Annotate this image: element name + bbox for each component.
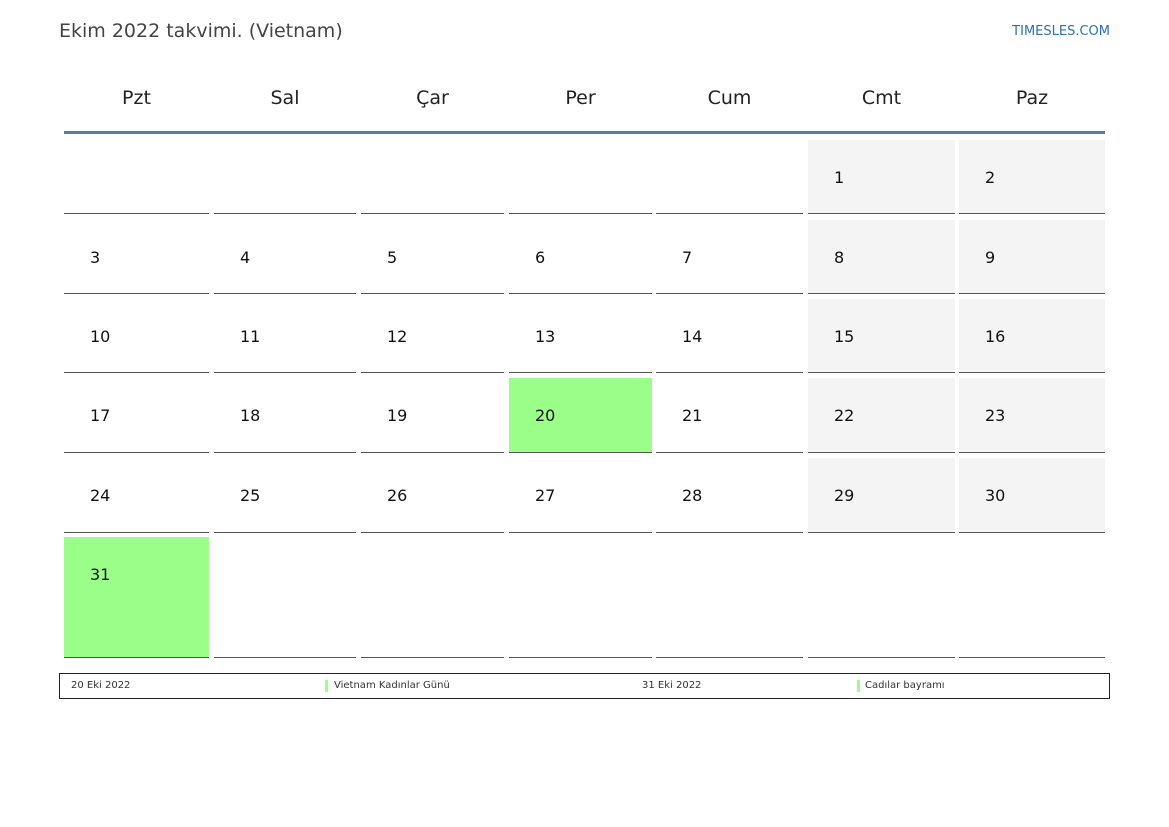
day-cell-23: 23: [959, 378, 1105, 453]
legend-name-2: Cadılar bayramı: [865, 680, 945, 691]
day-cell-19: 19: [361, 378, 504, 453]
day-cell-30: 30: [959, 458, 1105, 533]
header-divider: [64, 131, 1105, 134]
day-cell-5: 5: [361, 220, 504, 294]
day-cell-31: 31: [64, 537, 209, 658]
day-number: 21: [682, 406, 703, 425]
day-cell-15: 15: [808, 299, 955, 373]
day-number: 12: [387, 327, 408, 346]
day-number: 31: [90, 565, 111, 584]
day-cell-9: 9: [959, 220, 1105, 294]
day-number: 4: [240, 248, 251, 267]
day-cell-14: 14: [656, 299, 803, 373]
day-cell-7: 7: [656, 220, 803, 294]
day-cell-20: 20: [509, 378, 652, 453]
day-cell-8: 8: [808, 220, 955, 294]
day-cell-27: 27: [509, 458, 652, 533]
day-cell-28: 28: [656, 458, 803, 533]
day-number: 23: [985, 406, 1006, 425]
legend-name-1: Vietnam Kadınlar Günü: [334, 680, 450, 691]
empty-day-cell: [808, 537, 955, 658]
empty-day-cell: [656, 140, 803, 214]
day-cell-24: 24: [64, 458, 209, 533]
day-number: 2: [985, 168, 996, 187]
day-cell-22: 22: [808, 378, 955, 453]
weekday-tue: Sal: [270, 87, 300, 109]
day-number: 15: [834, 327, 855, 346]
legend-color-marker-2: [857, 680, 860, 692]
day-cell-26: 26: [361, 458, 504, 533]
day-number: 1: [834, 168, 845, 187]
day-number: 11: [240, 327, 261, 346]
day-number: 24: [90, 486, 111, 505]
day-cell-4: 4: [214, 220, 356, 294]
day-number: 16: [985, 327, 1006, 346]
empty-day-cell: [214, 140, 356, 214]
day-cell-2: 2: [959, 140, 1105, 214]
day-number: 6: [535, 248, 546, 267]
empty-day-cell: [64, 140, 209, 214]
empty-day-cell: [959, 537, 1105, 658]
day-cell-13: 13: [509, 299, 652, 373]
holiday-legend: 20 Eki 2022 Vietnam Kadınlar Günü 31 Eki…: [59, 673, 1110, 699]
day-number: 29: [834, 486, 855, 505]
day-cell-12: 12: [361, 299, 504, 373]
weekday-wed: Çar: [416, 87, 449, 109]
day-number: 13: [535, 327, 556, 346]
weekday-sun: Paz: [1015, 87, 1049, 109]
empty-day-cell: [361, 537, 504, 658]
day-number: 26: [387, 486, 408, 505]
day-cell-10: 10: [64, 299, 209, 373]
day-cell-21: 21: [656, 378, 803, 453]
day-cell-11: 11: [214, 299, 356, 373]
weekday-fri: Cum: [707, 87, 752, 109]
day-number: 25: [240, 486, 261, 505]
day-number: 22: [834, 406, 855, 425]
day-cell-29: 29: [808, 458, 955, 533]
empty-day-cell: [656, 537, 803, 658]
weekday-thu: Per: [565, 87, 596, 109]
day-cell-17: 17: [64, 378, 209, 453]
day-cell-1: 1: [808, 140, 955, 214]
day-cell-25: 25: [214, 458, 356, 533]
page-title: Ekim 2022 takvimi. (Vietnam): [59, 20, 343, 42]
site-link[interactable]: TIMESLES.COM: [1012, 24, 1110, 39]
day-number: 10: [90, 327, 111, 346]
weekday-header-row: Pzt Sal Çar Per Cum Cmt Paz: [64, 84, 1105, 112]
day-cell-3: 3: [64, 220, 209, 294]
day-number: 19: [387, 406, 408, 425]
day-number: 14: [682, 327, 703, 346]
day-number: 18: [240, 406, 261, 425]
weekday-mon: Pzt: [122, 87, 151, 109]
empty-day-cell: [361, 140, 504, 214]
weekday-sat: Cmt: [861, 87, 902, 109]
day-cell-16: 16: [959, 299, 1105, 373]
day-number: 8: [834, 248, 845, 267]
day-number: 7: [682, 248, 693, 267]
legend-date-2: 31 Eki 2022: [642, 680, 702, 691]
day-cell-6: 6: [509, 220, 652, 294]
day-number: 27: [535, 486, 556, 505]
day-number: 20: [535, 406, 556, 425]
day-number: 17: [90, 406, 111, 425]
empty-day-cell: [509, 140, 652, 214]
legend-color-marker-1: [325, 680, 328, 692]
day-number: 9: [985, 248, 996, 267]
day-number: 3: [90, 248, 101, 267]
legend-date-1: 20 Eki 2022: [71, 680, 131, 691]
day-number: 5: [387, 248, 398, 267]
day-number: 28: [682, 486, 703, 505]
day-cell-18: 18: [214, 378, 356, 453]
empty-day-cell: [509, 537, 652, 658]
empty-day-cell: [214, 537, 356, 658]
day-number: 30: [985, 486, 1006, 505]
